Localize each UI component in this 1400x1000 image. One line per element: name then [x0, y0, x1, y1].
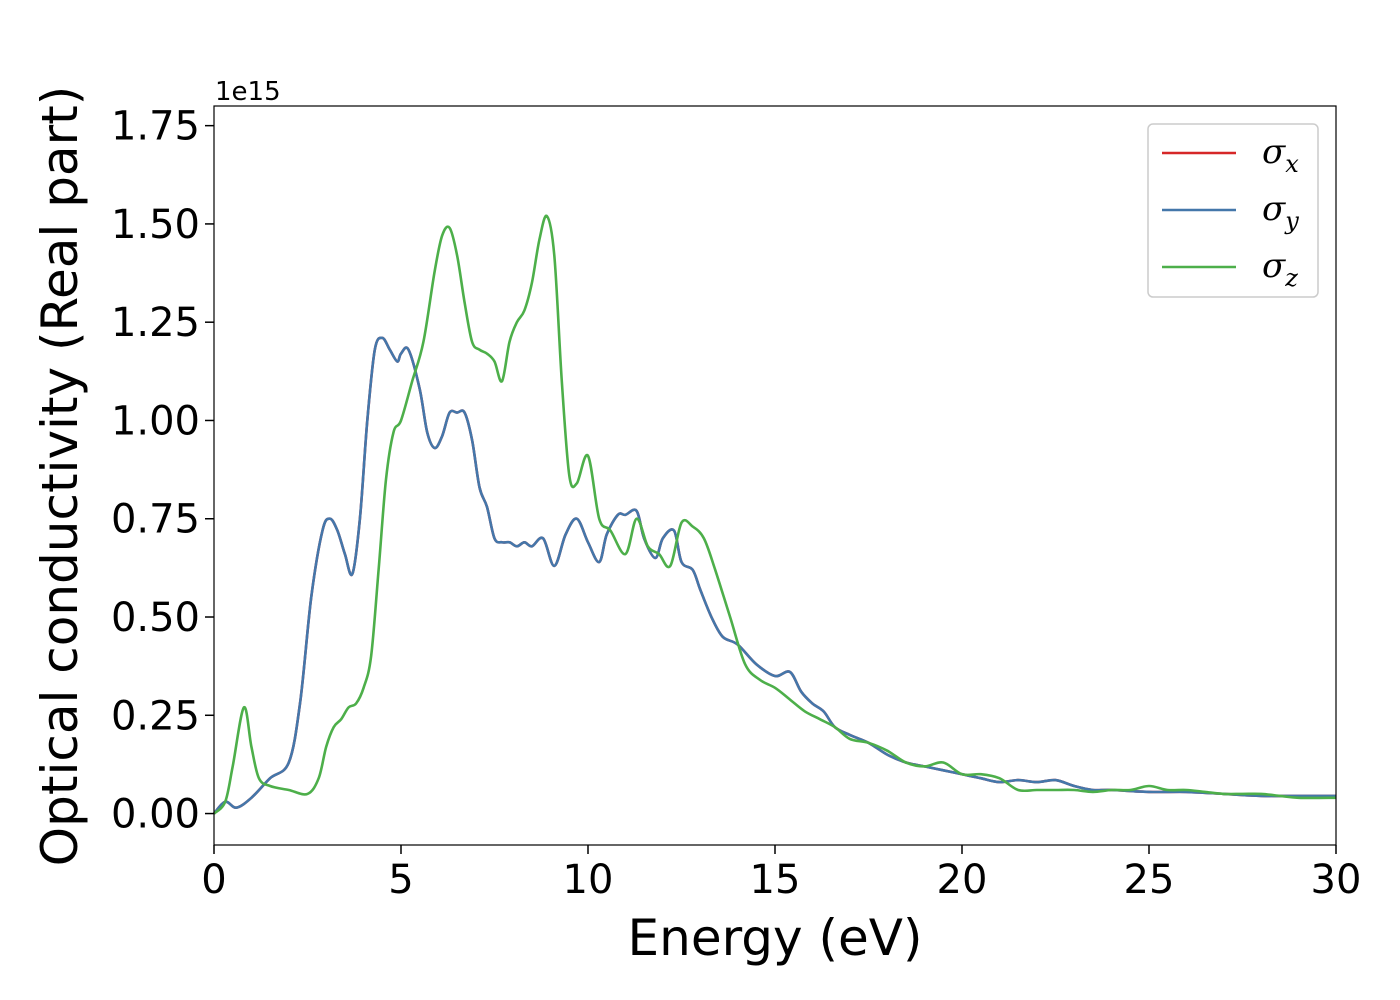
y-tick-label: 0.25 — [111, 693, 200, 739]
x-tick-label: 15 — [750, 857, 801, 903]
y-tick-label: 1.00 — [111, 398, 200, 444]
series-line-sigma-z — [213, 214, 1337, 815]
y-tick-label: 0.00 — [111, 792, 200, 838]
y-axis-label: Optical conductivity (Real part) — [31, 86, 89, 867]
y-tick-label: 0.75 — [111, 497, 200, 543]
series-layer — [213, 214, 1337, 815]
y-tick-label: 1.75 — [111, 104, 200, 150]
x-axis-label: Energy (eV) — [628, 909, 923, 967]
x-tick-label: 20 — [937, 857, 988, 903]
y-tick-label: 0.50 — [111, 595, 200, 641]
y-offset-label: 1e15 — [215, 77, 281, 107]
y-tick-label: 1.25 — [111, 300, 200, 346]
x-tick-label: 25 — [1124, 857, 1175, 903]
x-tick-label: 0 — [201, 857, 226, 903]
tick-layer: 0 5 10 15 20 25 30 0.00 0.25 0.50 0.75 1.00 1.25 1.50… — [111, 104, 1362, 903]
y-tick-label: 1.50 — [111, 202, 200, 248]
x-tick-label: 10 — [563, 857, 614, 903]
x-tick-label: 5 — [388, 857, 413, 903]
x-tick-label: 30 — [1311, 857, 1362, 903]
